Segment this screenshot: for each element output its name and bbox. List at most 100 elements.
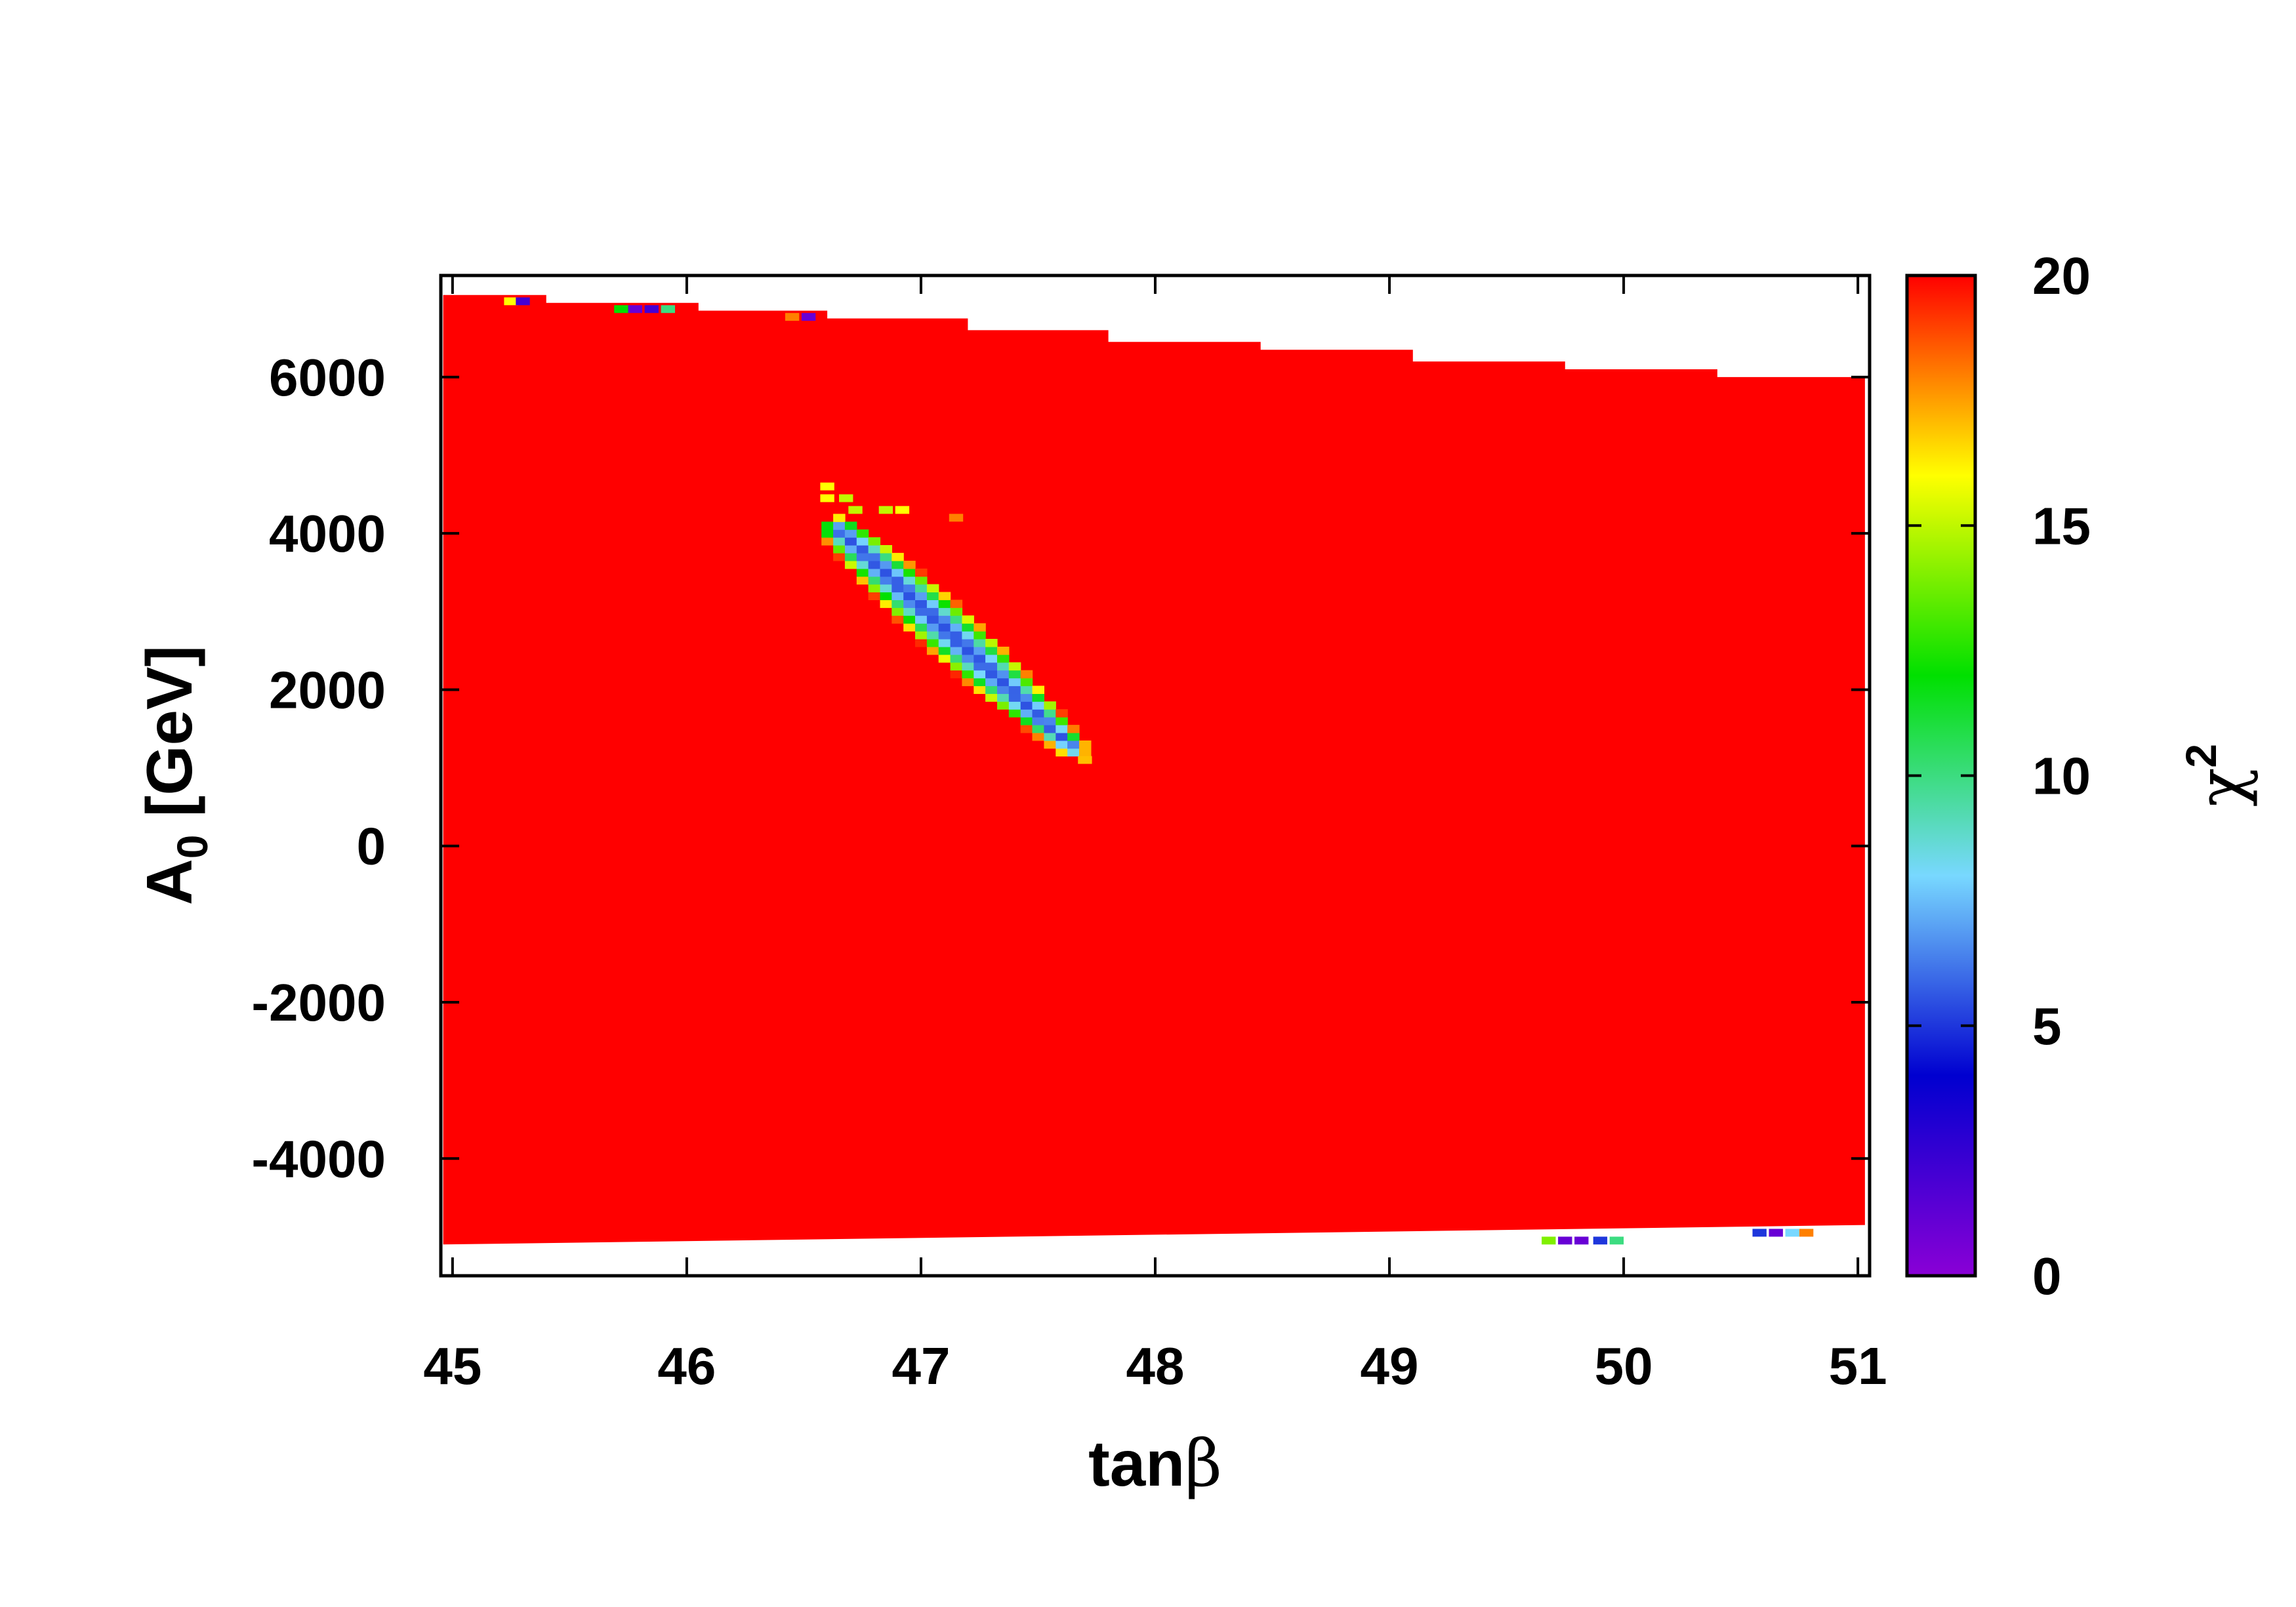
y-tick-label: -4000 xyxy=(251,1129,386,1188)
heatmap-cell xyxy=(892,600,904,608)
heatmap-cell xyxy=(856,552,869,561)
heatmap-cell xyxy=(938,615,951,624)
x-tick-label: 46 xyxy=(657,1337,716,1395)
heatmap-cell xyxy=(1032,693,1044,702)
heatmap-cell xyxy=(962,623,974,632)
x-tick-label: 45 xyxy=(423,1337,482,1395)
heatmap-cell xyxy=(880,576,892,585)
heatmap-cell xyxy=(926,623,939,632)
heatmap-cell xyxy=(856,568,869,577)
heatmap-point xyxy=(1593,1236,1608,1245)
colorbar-tick-label: 20 xyxy=(2032,247,2091,305)
heatmap-cell xyxy=(974,623,986,632)
heatmap-cell xyxy=(974,670,986,679)
heatmap-cell xyxy=(903,568,916,577)
heatmap-cell xyxy=(1008,693,1021,702)
heatmap-cell xyxy=(962,654,974,663)
heatmap-cell xyxy=(985,670,998,679)
heatmap-cell xyxy=(892,615,904,624)
heatmap-cell xyxy=(892,607,904,616)
heatmap-cell xyxy=(997,662,1010,671)
heatmap-cell xyxy=(997,646,1010,655)
heatmap-cell xyxy=(915,576,928,585)
heatmap-point xyxy=(785,313,800,321)
heatmap-cell xyxy=(926,646,939,655)
heatmap-cell xyxy=(1079,748,1092,757)
heatmap-cell xyxy=(997,693,1010,702)
heatmap-cell xyxy=(833,552,846,561)
heatmap-point xyxy=(1078,756,1092,764)
heatmap-cell xyxy=(926,600,939,608)
heatmap-cell xyxy=(1067,725,1080,733)
heatmap-cell xyxy=(833,514,846,522)
y-tick-label: 4000 xyxy=(269,504,386,563)
heatmap-cell xyxy=(1044,733,1056,741)
heatmap-cell xyxy=(1008,662,1021,671)
y-tick-label: -2000 xyxy=(251,973,386,1032)
heatmap-region xyxy=(443,295,1865,1245)
heatmap-cell xyxy=(1044,717,1056,725)
heatmap-cell xyxy=(985,654,998,663)
heatmap-cell xyxy=(962,615,974,624)
heatmap-cell xyxy=(1067,740,1080,749)
heatmap-cell xyxy=(880,568,892,577)
heatmap-point xyxy=(820,494,834,502)
heatmap-cell xyxy=(868,576,881,585)
heatmap-cell xyxy=(915,568,928,577)
heatmap-cell xyxy=(950,631,963,640)
heatmap-cell xyxy=(1056,725,1068,733)
heatmap-cell xyxy=(903,560,916,569)
heatmap-cells xyxy=(443,295,1865,1245)
heatmap-cell xyxy=(868,568,881,577)
heatmap-cell xyxy=(950,639,963,647)
heatmap-point xyxy=(1542,1236,1556,1245)
heatmap-cell xyxy=(880,545,892,554)
heatmap-cell xyxy=(1067,733,1080,741)
x-tick-label: 47 xyxy=(892,1337,950,1395)
heatmap-point xyxy=(839,494,853,502)
heatmap-cell xyxy=(833,521,846,530)
y-tick-label: 2000 xyxy=(269,661,386,719)
heatmap-cell xyxy=(844,560,857,569)
heatmap-cell xyxy=(1020,701,1033,710)
heatmap-cell xyxy=(950,662,963,671)
heatmap-cell xyxy=(915,615,928,624)
heatmap-cell xyxy=(997,701,1010,710)
heatmap-cell xyxy=(962,678,974,687)
heatmap-cell xyxy=(926,584,939,593)
y-tick-label: 6000 xyxy=(269,348,386,407)
heatmap-cell xyxy=(938,646,951,655)
heatmap-cell xyxy=(892,560,904,569)
heatmap-cell xyxy=(1020,670,1033,679)
heatmap-cell xyxy=(926,607,939,616)
heatmap-cell xyxy=(1056,748,1068,757)
heatmap-cell xyxy=(1032,725,1044,733)
heatmap-cell xyxy=(821,537,834,546)
heatmap-cell xyxy=(1056,717,1068,725)
colorbar-axis: 0 5 10 15 20 xyxy=(1907,247,2091,1305)
heatmap-cell xyxy=(1056,740,1068,749)
heatmap-cell xyxy=(985,662,998,671)
heatmap-point xyxy=(1752,1229,1767,1237)
colorbar-tick-label: 5 xyxy=(2032,997,2062,1055)
heatmap-cell xyxy=(985,693,998,702)
heatmap-cell xyxy=(938,607,951,616)
heatmap-point xyxy=(644,305,659,314)
heatmap-cell xyxy=(950,607,963,616)
heatmap-cell xyxy=(856,576,869,585)
heatmap-cell xyxy=(844,529,857,538)
heatmap-cell xyxy=(950,600,963,608)
heatmap-cell xyxy=(1032,685,1044,694)
heatmap-cell xyxy=(903,576,916,585)
heatmap-cell xyxy=(856,560,869,569)
heatmap-point xyxy=(801,313,816,321)
heatmap-cell xyxy=(1020,685,1033,694)
heatmap-cell xyxy=(974,631,986,640)
x-axis: 45 46 47 48 49 50 51 xyxy=(423,275,1887,1395)
heatmap-point xyxy=(516,297,530,306)
heatmap-point xyxy=(1558,1236,1572,1245)
heatmap-cell xyxy=(915,607,928,616)
heatmap-cell xyxy=(856,545,869,554)
heatmap-cell xyxy=(915,639,928,647)
